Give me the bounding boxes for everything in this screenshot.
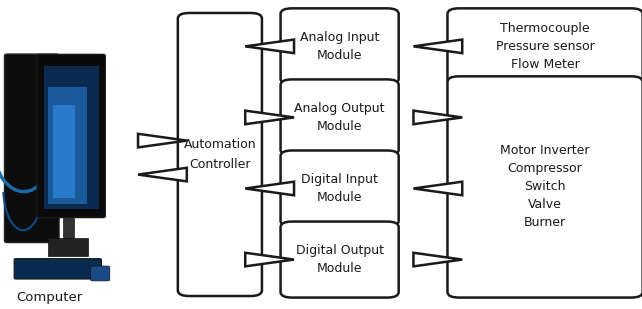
Polygon shape	[413, 111, 462, 124]
Polygon shape	[413, 253, 462, 266]
Text: Computer: Computer	[16, 291, 83, 304]
Text: Digital Input
Module: Digital Input Module	[301, 173, 378, 204]
Bar	[63, 213, 74, 241]
FancyBboxPatch shape	[178, 13, 262, 296]
FancyBboxPatch shape	[44, 66, 99, 209]
FancyBboxPatch shape	[4, 54, 59, 243]
FancyBboxPatch shape	[14, 259, 101, 279]
Text: Thermocouple
Pressure sensor
Flow Meter: Thermocouple Pressure sensor Flow Meter	[496, 22, 594, 71]
Polygon shape	[138, 134, 187, 147]
Text: Motor Inverter
Compressor
Switch
Valve
Burner: Motor Inverter Compressor Switch Valve B…	[500, 144, 590, 230]
FancyBboxPatch shape	[37, 54, 105, 218]
Polygon shape	[245, 253, 294, 266]
Bar	[48, 238, 88, 256]
Polygon shape	[138, 168, 187, 181]
FancyBboxPatch shape	[447, 76, 642, 298]
Text: Analog Input
Module: Analog Input Module	[300, 31, 379, 62]
FancyBboxPatch shape	[48, 87, 87, 204]
Polygon shape	[245, 111, 294, 124]
Polygon shape	[245, 40, 294, 53]
Polygon shape	[413, 182, 462, 195]
Text: Analog Output
Module: Analog Output Module	[295, 102, 385, 133]
FancyBboxPatch shape	[91, 266, 110, 281]
FancyBboxPatch shape	[281, 79, 399, 155]
Text: Automation
Controller: Automation Controller	[184, 138, 256, 171]
Polygon shape	[245, 182, 294, 195]
FancyBboxPatch shape	[281, 222, 399, 298]
FancyBboxPatch shape	[53, 105, 75, 198]
Polygon shape	[413, 40, 462, 53]
FancyBboxPatch shape	[281, 8, 399, 84]
FancyBboxPatch shape	[447, 8, 642, 84]
Text: Digital Output
Module: Digital Output Module	[295, 244, 384, 275]
FancyBboxPatch shape	[281, 150, 399, 226]
